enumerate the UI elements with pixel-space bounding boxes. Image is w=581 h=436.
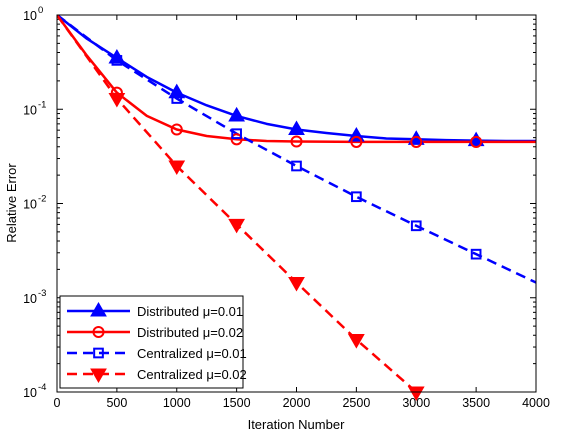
y-tick-label: 10 — [23, 9, 37, 23]
legend-marker-1 — [90, 301, 107, 317]
y-tick-exponent: 0 — [38, 5, 43, 16]
tick-labels: 0 500 1000 1500 2000 2500 3000 3500 400010-410-3… — [23, 5, 550, 410]
series-4-marker — [347, 334, 365, 349]
y-tick-label: 10 — [23, 103, 37, 117]
series-4-marker — [228, 218, 246, 234]
series-2-marker — [350, 135, 363, 148]
x-tick-label: 0 — [54, 396, 61, 410]
x-tick-label: 2000 — [283, 396, 311, 410]
legend-marker-4 — [90, 368, 107, 384]
legend-label-4: Centralized μ=0.02 — [137, 367, 247, 382]
x-tick-label: 500 — [106, 396, 127, 410]
x-tick-label: 3000 — [402, 396, 430, 410]
y-tick-exponent: -1 — [38, 99, 46, 110]
y-axis-title: Relative Error — [4, 163, 19, 243]
series-3-marker — [351, 191, 362, 203]
legend-marker-2 — [92, 325, 105, 339]
x-tick-label: 3500 — [462, 396, 490, 410]
x-tick-label: 2500 — [342, 396, 370, 410]
y-tick-exponent: -4 — [38, 382, 46, 393]
y-tick-label: 10 — [23, 292, 37, 306]
series-3-marker — [470, 248, 482, 260]
series-3-marker — [291, 160, 302, 172]
series-2-marker — [290, 135, 303, 148]
y-tick-exponent: -3 — [38, 288, 46, 299]
series-2-marker — [470, 135, 483, 148]
x-axis-title: Iteration Number — [248, 417, 345, 432]
series-4-marker — [168, 160, 186, 175]
legend-label-2: Distributed μ=0.02 — [137, 325, 243, 340]
y-tick-label: 10 — [23, 386, 37, 400]
series-3-marker — [231, 128, 242, 140]
series-2-marker — [410, 135, 423, 148]
series-1-marker — [467, 131, 485, 147]
series-3-marker — [171, 93, 183, 104]
series-line-3 — [57, 15, 536, 284]
series-3-marker — [410, 220, 422, 232]
legend: Distributed μ=0.01 Distributed μ=0.02 Cent… — [59, 295, 247, 389]
y-tick-label: 10 — [23, 198, 37, 212]
series-1-marker — [288, 120, 305, 136]
series-4-marker — [288, 276, 305, 292]
x-tick-label: 1500 — [223, 396, 251, 410]
marker-layer — [108, 48, 485, 402]
series-2-marker — [230, 133, 243, 146]
series-4-marker — [108, 92, 126, 108]
series-4-marker — [407, 386, 425, 402]
legend-label-3: Centralized μ=0.01 — [137, 346, 247, 361]
series-1-marker — [228, 106, 246, 122]
y-tick-exponent: -2 — [38, 194, 46, 205]
legend-label-1: Distributed μ=0.01 — [137, 304, 243, 319]
series-3-marker — [111, 55, 123, 66]
legend-marker-3 — [93, 347, 104, 359]
x-tick-label: 1000 — [163, 396, 191, 410]
x-tick-label: 4000 — [522, 396, 550, 410]
plot-frame — [56, 14, 537, 393]
series-2-marker — [170, 123, 183, 136]
